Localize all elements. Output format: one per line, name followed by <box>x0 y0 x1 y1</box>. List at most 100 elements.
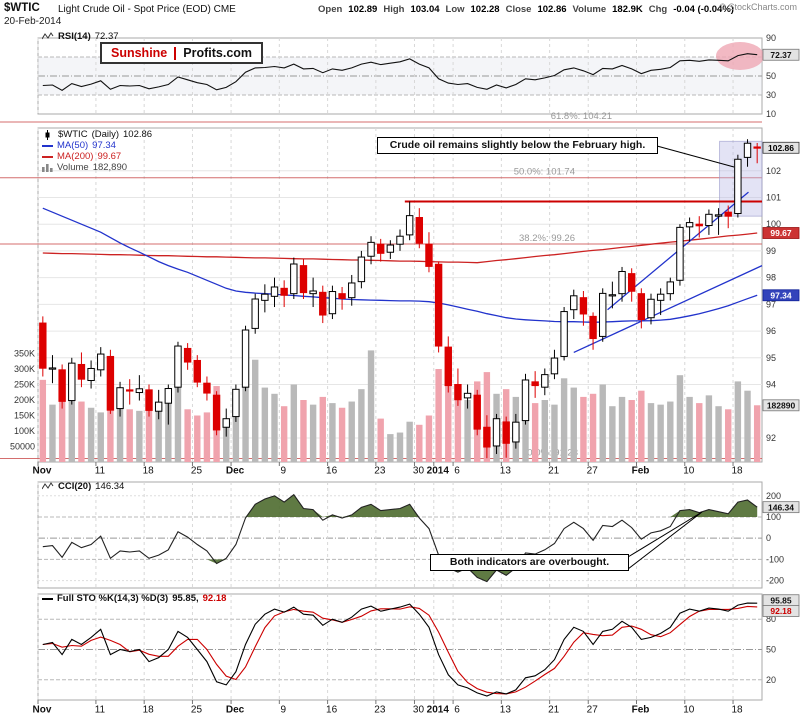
x-axis-label: Nov <box>33 705 52 716</box>
volume-bar <box>387 434 394 462</box>
candle-body <box>145 389 153 411</box>
indicator-icon <box>42 482 54 490</box>
copyright: © StockCharts.com <box>719 2 797 12</box>
volume-bar <box>628 400 635 462</box>
candle-body <box>106 355 115 411</box>
axis-value-badge-text: 92.18 <box>770 606 792 616</box>
cci-line <box>42 493 758 583</box>
candle-body <box>357 256 366 283</box>
candle-body <box>183 347 192 363</box>
volume-axis-label: 200K <box>14 395 35 405</box>
volume-bar <box>657 404 664 462</box>
candle-body <box>502 421 510 444</box>
axis-label: 0 <box>766 533 771 543</box>
candle-body <box>376 243 385 254</box>
volume-bar <box>261 387 269 462</box>
price-legend-timeframe: (Daily) <box>91 129 120 140</box>
volume-bar <box>107 372 114 462</box>
axis-value-badge <box>762 399 800 412</box>
candle-body <box>666 281 674 295</box>
volume-bar <box>58 392 66 462</box>
sto-legend: Full STO %K(14,3) %D(3) 95.85, 92.18 <box>42 593 226 604</box>
rsi-legend-name: RSI(14) <box>58 31 91 42</box>
candle-body <box>164 388 173 404</box>
cci-extreme-fill <box>42 494 758 517</box>
fib-label: 38.2%: 99.26 <box>519 233 575 244</box>
volume-bar <box>396 432 404 462</box>
axis-label: 30 <box>766 90 776 100</box>
x-axis-label: 6 <box>454 466 460 477</box>
volume-bar <box>416 424 423 462</box>
candle-body <box>743 142 752 158</box>
axis-value-badge <box>762 227 800 239</box>
x-axis-label: 11 <box>95 705 106 716</box>
x-axis-label: 6 <box>454 705 460 716</box>
candle-body <box>753 146 761 149</box>
candle-body <box>319 291 327 316</box>
axis-label: 99 <box>766 246 776 256</box>
volume-bar <box>49 404 56 462</box>
volume-bar <box>203 412 211 462</box>
volume-bar <box>155 407 162 462</box>
x-axis-label: 27 <box>587 705 599 716</box>
candle-body <box>116 387 124 410</box>
candle-body <box>531 381 539 387</box>
volume-bar <box>599 384 606 462</box>
candle-body <box>444 346 452 387</box>
x-axis-label: 2014 <box>427 705 450 716</box>
volume-bar <box>705 395 713 462</box>
candle-body <box>695 223 703 227</box>
candle-body <box>261 293 269 301</box>
axis-label: 50 <box>766 71 776 81</box>
volume-legend-row: Volume 182,890 <box>42 162 152 173</box>
chart-date: 20-Feb-2014 <box>4 16 62 27</box>
x-axis-label: 9 <box>281 466 287 477</box>
volume-axis-label: 150K <box>14 411 35 421</box>
candle-body <box>290 263 298 295</box>
candle-body <box>637 293 646 321</box>
volume-bar <box>126 409 133 462</box>
axis-label: 20 <box>766 675 776 685</box>
volume-axis-label: 350K <box>14 349 35 359</box>
sto-d-line <box>42 605 758 695</box>
x-axis-label: 21 <box>548 466 560 477</box>
volume-bar <box>667 401 674 462</box>
candle-body <box>48 367 57 370</box>
axis-value-badge <box>762 501 800 514</box>
axis-label: 96 <box>766 326 776 336</box>
candle-body <box>714 214 723 217</box>
candle-body <box>154 401 163 412</box>
candle-body <box>589 315 597 340</box>
volume-bar <box>454 390 462 462</box>
x-axis-label: Feb <box>632 466 650 477</box>
low-label: Low <box>445 3 465 15</box>
x-axis-label: Feb <box>632 705 650 716</box>
volume-bar <box>377 418 384 462</box>
x-axis-label: 13 <box>500 466 512 477</box>
x-axis-label: 16 <box>326 705 338 716</box>
candle-body <box>541 374 549 388</box>
axis-value-badge-text: 182890 <box>767 401 796 411</box>
axis-label: 80 <box>766 614 776 624</box>
candle-body <box>299 265 308 294</box>
chg-label: Chg <box>648 3 668 15</box>
candle-body <box>560 311 568 357</box>
x-axis-label: 13 <box>500 705 512 716</box>
candle-body <box>309 290 317 295</box>
price-legend: $WTIC (Daily) 102.86 MA(50) 97.34 MA(200… <box>42 129 152 173</box>
axis-label: 10 <box>766 109 776 119</box>
candle-body <box>396 235 404 245</box>
candle-body <box>97 353 105 371</box>
chg-value: -0.04 (-0.04%) <box>673 3 734 15</box>
ma200-legend-value: 99.67 <box>97 151 122 162</box>
volume-bar <box>87 407 95 462</box>
ma200-legend-name: MA(200) <box>57 151 94 162</box>
volume-bar <box>68 387 75 462</box>
candle-body <box>599 292 607 337</box>
candle-body <box>68 362 76 402</box>
candlestick-icon <box>45 129 50 140</box>
fib-label: 50.0%: 101.74 <box>514 167 575 178</box>
annotation-arrow <box>656 145 735 168</box>
